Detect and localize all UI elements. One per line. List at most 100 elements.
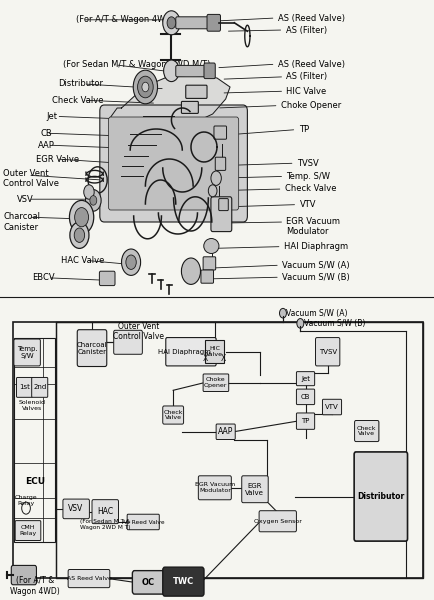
FancyBboxPatch shape (14, 339, 40, 366)
Text: (For A/T & Wagon 4WD): (For A/T & Wagon 4WD) (76, 16, 175, 25)
Text: EGR
Valve: EGR Valve (245, 483, 264, 496)
Text: CB: CB (40, 128, 52, 137)
Circle shape (70, 222, 89, 248)
FancyBboxPatch shape (166, 338, 216, 366)
Text: Vacuum S/W (A): Vacuum S/W (A) (282, 260, 350, 269)
Circle shape (69, 200, 94, 234)
Circle shape (297, 319, 304, 328)
Circle shape (122, 249, 141, 275)
Text: TWC: TWC (173, 577, 194, 586)
FancyBboxPatch shape (296, 413, 315, 430)
FancyBboxPatch shape (181, 101, 198, 113)
Text: (For A/T &
Wagon 4WD): (For A/T & Wagon 4WD) (10, 576, 59, 596)
Text: AS Reed Valve: AS Reed Valve (66, 576, 112, 581)
FancyBboxPatch shape (77, 329, 107, 367)
Text: Jet: Jet (301, 376, 310, 382)
FancyBboxPatch shape (108, 117, 239, 210)
Bar (205, 340, 224, 363)
Text: HIC
Valve: HIC Valve (206, 346, 223, 357)
Circle shape (167, 17, 176, 29)
Text: (For Sedan M T &
Wagon 2WD M T): (For Sedan M T & Wagon 2WD M T) (80, 519, 130, 530)
Circle shape (75, 208, 89, 227)
Circle shape (90, 196, 97, 205)
FancyBboxPatch shape (92, 500, 118, 524)
FancyBboxPatch shape (207, 14, 220, 31)
Text: VSV: VSV (68, 504, 84, 513)
Text: AS (Filter): AS (Filter) (286, 25, 327, 34)
FancyBboxPatch shape (204, 63, 215, 79)
Text: Vacuum S/W (B): Vacuum S/W (B) (304, 319, 365, 328)
Text: HAI Diaphragm: HAI Diaphragm (284, 242, 348, 251)
Text: Check
Valve: Check Valve (164, 410, 183, 421)
FancyBboxPatch shape (259, 511, 296, 532)
Text: EGR Vacuum
Modulator: EGR Vacuum Modulator (195, 482, 235, 493)
Circle shape (142, 82, 149, 92)
FancyBboxPatch shape (32, 377, 48, 397)
Text: AAP: AAP (218, 427, 233, 436)
Text: VTV: VTV (299, 200, 316, 209)
Text: Choke
Opener: Choke Opener (204, 377, 227, 388)
FancyBboxPatch shape (163, 567, 204, 596)
Text: ECU: ECU (25, 478, 45, 487)
FancyBboxPatch shape (296, 389, 315, 404)
Text: TP: TP (299, 125, 309, 134)
Circle shape (164, 60, 179, 82)
Circle shape (163, 11, 180, 35)
Text: Charge
Relay: Charge Relay (15, 495, 37, 506)
Text: 1st: 1st (19, 385, 30, 391)
FancyBboxPatch shape (163, 406, 184, 424)
Text: Temp. S/W: Temp. S/W (286, 172, 330, 181)
Text: Jet: Jet (47, 112, 58, 121)
Text: EGR Vacuum
Modulator: EGR Vacuum Modulator (286, 217, 340, 236)
Ellipse shape (204, 238, 219, 253)
Text: 2nd: 2nd (33, 385, 46, 391)
Circle shape (85, 190, 101, 211)
Text: Outer Vent
Control Valve: Outer Vent Control Valve (113, 322, 164, 341)
Circle shape (126, 255, 136, 269)
Text: Temp.
S/W: Temp. S/W (16, 346, 37, 359)
Bar (13, 322, 423, 578)
Circle shape (211, 171, 221, 185)
FancyBboxPatch shape (176, 65, 207, 77)
Text: CB: CB (301, 394, 310, 400)
Text: HAI Diaphragm: HAI Diaphragm (158, 349, 211, 355)
Text: Check
Valve: Check Valve (357, 425, 376, 436)
Text: TVSV: TVSV (297, 158, 319, 167)
Circle shape (138, 76, 153, 98)
FancyBboxPatch shape (201, 270, 214, 283)
Text: Check Valve: Check Valve (52, 95, 104, 104)
Text: HAC: HAC (97, 507, 113, 516)
Text: Charcoal
Canister: Charcoal Canister (3, 212, 40, 232)
FancyBboxPatch shape (203, 257, 216, 270)
FancyBboxPatch shape (198, 476, 231, 500)
Text: AS (Filter): AS (Filter) (286, 72, 328, 81)
Text: X: X (221, 354, 226, 363)
Circle shape (181, 258, 201, 284)
FancyBboxPatch shape (296, 371, 315, 386)
FancyBboxPatch shape (132, 571, 165, 594)
FancyBboxPatch shape (216, 424, 235, 440)
FancyBboxPatch shape (186, 85, 207, 98)
Text: AS Reed Valve: AS Reed Valve (122, 520, 164, 524)
Text: Distributor: Distributor (59, 79, 104, 88)
Polygon shape (111, 75, 230, 126)
FancyBboxPatch shape (203, 374, 229, 392)
Text: Oxygen Sensor: Oxygen Sensor (254, 519, 302, 524)
Text: Outer Vent
Control Valve: Outer Vent Control Valve (3, 169, 59, 188)
FancyBboxPatch shape (11, 565, 36, 585)
Text: Charcoal
Canister: Charcoal Canister (77, 341, 107, 355)
Text: HAC Valve: HAC Valve (61, 256, 104, 265)
FancyBboxPatch shape (242, 476, 268, 503)
FancyBboxPatch shape (127, 514, 159, 530)
FancyBboxPatch shape (176, 17, 209, 29)
Text: X: X (203, 354, 208, 363)
FancyBboxPatch shape (211, 197, 232, 232)
Text: HIC Valve: HIC Valve (286, 87, 327, 95)
Text: VSV: VSV (17, 194, 34, 203)
Text: EBCV: EBCV (32, 273, 54, 282)
Text: Vacuum S/W (B): Vacuum S/W (B) (282, 272, 350, 281)
FancyBboxPatch shape (114, 330, 142, 354)
Bar (14, 338, 55, 542)
Text: VTV: VTV (325, 404, 339, 410)
Text: AS (Reed Valve): AS (Reed Valve) (278, 13, 345, 22)
